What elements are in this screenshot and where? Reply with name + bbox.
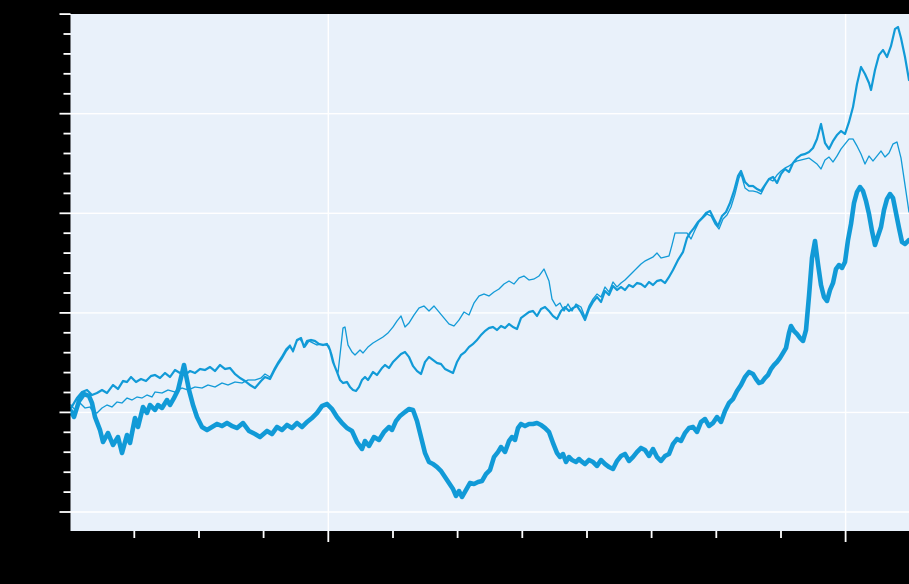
thick-line xyxy=(70,184,909,500)
plot-area xyxy=(70,14,909,531)
medium-line xyxy=(70,25,909,410)
